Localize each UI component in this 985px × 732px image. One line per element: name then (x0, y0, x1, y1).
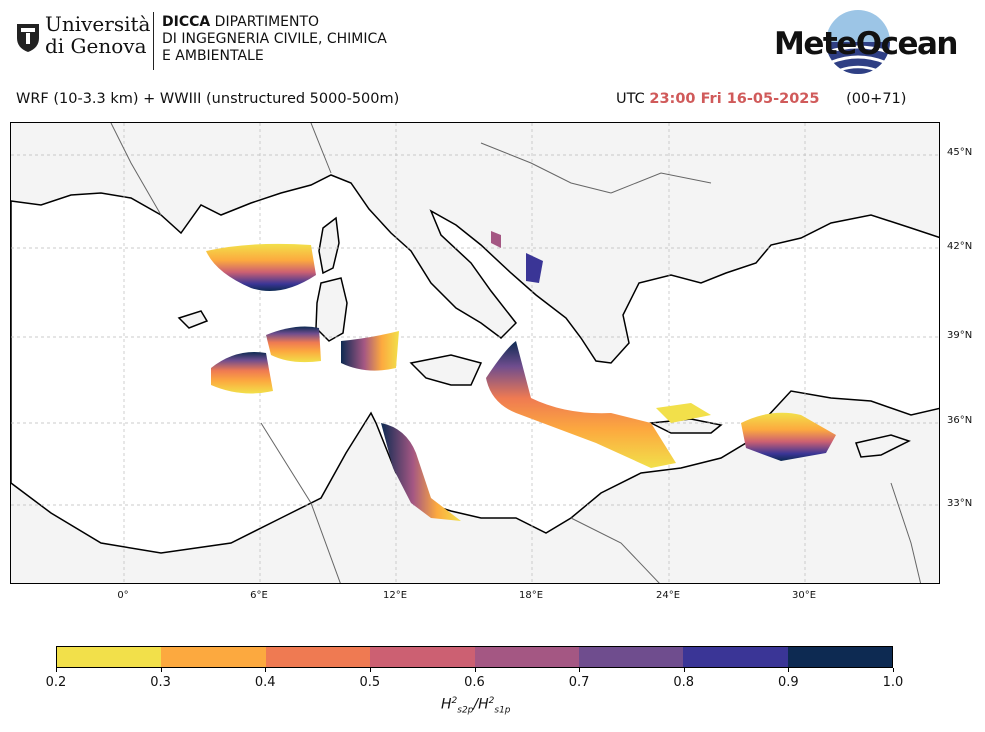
colorbar-tick-label: 0.3 (150, 675, 171, 690)
colorbar-tick-mark (474, 668, 476, 672)
corsica (318, 216, 340, 275)
lat-label-36: 36°N (947, 415, 973, 426)
colorbar-label: H2s2p/H2s1p (441, 696, 511, 716)
cyprus (855, 434, 911, 458)
colorbar (56, 646, 893, 668)
mediterranean-map (11, 123, 939, 583)
logo-divider (153, 12, 154, 70)
meteocean-logo: MeteOcean (770, 8, 958, 78)
sicily (409, 354, 483, 386)
department-line2: DI INGEGNERIA CIVILE, CHIMICA (162, 31, 387, 47)
department-line1: DIPARTIMENTO (210, 14, 320, 30)
department-line3: E AMBIENTALE (162, 48, 264, 64)
colorbar-tick-label: 0.6 (464, 675, 485, 690)
model-label: WRF (10-3.3 km) + WWIII (unstructured 50… (16, 91, 400, 107)
lon-label-0: 0° (117, 590, 129, 601)
colorbar-tick-label: 1.0 (882, 675, 904, 690)
department-acronym: DICCA (162, 14, 211, 30)
map-frame[interactable] (10, 122, 940, 584)
colorbar-segment (787, 647, 892, 667)
colorbar-segment (265, 647, 371, 667)
balearic (177, 310, 209, 329)
colorbar-tick-mark (579, 668, 581, 672)
colorbar-tick-mark (788, 668, 790, 672)
colorbar-tick-label: 0.7 (568, 675, 590, 690)
colorbar-segment (578, 647, 684, 667)
colorbar-segment (474, 647, 579, 667)
colorbar-tick-mark (56, 668, 57, 672)
colorbar-tick-label: 0.5 (359, 675, 381, 690)
colorbar-tick-mark (683, 668, 685, 672)
colorbar-tick-mark (369, 668, 371, 672)
lead-time: (00+71) (846, 91, 907, 107)
utc-prefix: UTC (616, 91, 645, 107)
university-name-line2: di Genova (45, 34, 147, 58)
lon-label-24e: 24°E (655, 590, 681, 601)
university-crest-icon (17, 24, 39, 52)
colorbar-tick-mark (893, 668, 894, 672)
colorbar-tick-mark (265, 668, 267, 672)
wave-ratio-field (206, 231, 836, 521)
utc-row: UTC 23:00 Fri 16-05-2025 (00+71) (616, 91, 906, 107)
utc-time: 23:00 Fri 16-05-2025 (649, 91, 820, 107)
lat-label-39: 39°N (947, 330, 973, 341)
university-name-line1: Università (45, 12, 151, 36)
colorbar-tick-label: 0.8 (673, 675, 695, 690)
meteocean-wordmark: MeteOcean (774, 26, 958, 62)
colorbar-tick-mark (160, 668, 162, 672)
colorbar-tick-label: 0.2 (45, 675, 67, 690)
colorbar-tick-label: 0.4 (254, 675, 276, 690)
meteocean-globe-icon (826, 10, 890, 74)
lon-label-12e: 12°E (382, 590, 408, 601)
university-logo: Università di Genova (15, 12, 160, 72)
lat-label-45: 45°N (947, 147, 973, 158)
colorbar-segment (57, 647, 162, 667)
lon-label-6e: 6°E (250, 590, 268, 601)
colorbar-segment (161, 647, 266, 667)
lat-label-33: 33°N (947, 498, 973, 509)
sardinia (315, 277, 348, 342)
country-borders (110, 123, 922, 583)
colorbar-segment (683, 647, 788, 667)
department-name: DICCA DIPARTIMENTO DI INGEGNERIA CIVILE,… (162, 14, 387, 65)
lat-label-42: 42°N (947, 241, 973, 252)
lon-label-30e: 30°E (791, 590, 817, 601)
colorbar-segment (370, 647, 475, 667)
lon-label-18e: 18°E (518, 590, 544, 601)
colorbar-tick-label: 0.9 (778, 675, 799, 690)
